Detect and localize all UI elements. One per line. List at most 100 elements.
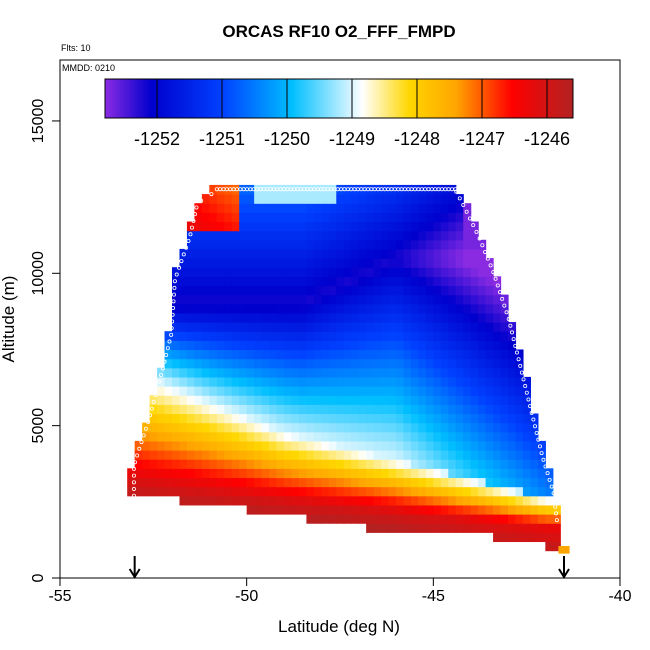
track-marker xyxy=(554,511,559,516)
heatmap-cell xyxy=(186,450,195,460)
heatmap-cell xyxy=(381,468,390,479)
heatmap-cell xyxy=(425,248,434,259)
heatmap-cell xyxy=(470,404,479,415)
heatmap-cell xyxy=(396,477,405,488)
heatmap-cell xyxy=(388,514,397,524)
heatmap-cell xyxy=(358,450,367,460)
heatmap-cell xyxy=(179,349,188,360)
heatmap-cell xyxy=(306,404,315,415)
heatmap-cell xyxy=(276,486,285,497)
heatmap-cell xyxy=(343,486,352,497)
heatmap-cell xyxy=(343,294,352,305)
heatmap-cell xyxy=(410,358,419,369)
track-marker xyxy=(485,256,490,261)
heatmap-cell xyxy=(246,450,255,460)
track-marker xyxy=(167,339,172,344)
heatmap-cell xyxy=(336,404,345,415)
heatmap-cell xyxy=(448,422,457,433)
heatmap-cell xyxy=(515,514,524,524)
heatmap-cell xyxy=(410,514,419,524)
heatmap-cell xyxy=(410,367,419,378)
heatmap-cell xyxy=(485,322,494,332)
heatmap-cell xyxy=(306,468,315,479)
heatmap-cell xyxy=(373,349,382,360)
heatmap-cell xyxy=(298,440,307,451)
track-marker xyxy=(169,332,174,337)
heatmap-cell xyxy=(366,340,375,351)
heatmap-cell xyxy=(336,495,345,506)
heatmap-cell xyxy=(261,413,270,424)
heatmap-cell xyxy=(493,477,502,488)
heatmap-cell xyxy=(201,340,210,351)
heatmap-cell xyxy=(470,422,479,433)
heatmap-cell xyxy=(216,221,225,232)
x-tick-label: -45 xyxy=(422,588,445,605)
heatmap-cell xyxy=(239,276,248,287)
heatmap-cell xyxy=(298,285,307,296)
heatmap-cell xyxy=(343,422,352,433)
track-marker xyxy=(500,296,505,301)
heatmap-cell xyxy=(224,303,233,314)
heatmap-cell xyxy=(388,322,397,332)
heatmap-cell xyxy=(500,322,509,332)
heatmap-cell xyxy=(433,422,442,433)
heatmap-cell xyxy=(313,349,322,360)
heatmap-cell xyxy=(269,459,278,469)
heatmap-cell xyxy=(500,431,509,442)
heatmap-cell xyxy=(463,376,472,387)
heatmap-cell xyxy=(142,431,151,442)
heatmap-cell xyxy=(425,349,434,360)
heatmap-cell xyxy=(478,239,487,250)
heatmap-cell xyxy=(485,450,494,460)
heatmap-cell xyxy=(530,468,539,479)
heatmap-cell xyxy=(179,331,188,341)
heatmap-cell xyxy=(246,349,255,360)
heatmap-cell xyxy=(448,440,457,451)
heatmap-cell xyxy=(276,285,285,296)
track-marker xyxy=(454,189,459,194)
heatmap-cell xyxy=(351,413,360,424)
heatmap-cell xyxy=(500,450,509,460)
heatmap-cell xyxy=(276,504,285,515)
heatmap-cell xyxy=(172,367,181,378)
heatmap-cell xyxy=(470,468,479,479)
heatmap-cell xyxy=(500,349,509,360)
heatmap-cell xyxy=(351,331,360,341)
heatmap-cell xyxy=(186,495,195,506)
heatmap-cell xyxy=(254,349,263,360)
heatmap-cell xyxy=(373,331,382,341)
heatmap-cell xyxy=(448,459,457,469)
heatmap-cell xyxy=(194,349,203,360)
heatmap-cell xyxy=(194,431,203,442)
heatmap-cell xyxy=(201,358,210,369)
track-marker xyxy=(510,330,515,335)
heatmap-cell xyxy=(343,331,352,341)
heatmap-cell xyxy=(463,486,472,497)
heatmap-cell xyxy=(149,486,158,497)
heatmap-cell xyxy=(522,532,531,543)
heatmap-cell xyxy=(418,523,427,533)
heatmap-cell xyxy=(358,294,367,305)
heatmap-cell xyxy=(269,477,278,488)
heatmap-cell xyxy=(336,386,345,396)
heatmap-cell xyxy=(448,267,457,277)
heatmap-cell xyxy=(396,322,405,332)
heatmap-cell xyxy=(328,248,337,259)
track-marker xyxy=(461,203,466,208)
heatmap-cell xyxy=(373,413,382,424)
heatmap-cell xyxy=(298,459,307,469)
track-marker xyxy=(146,419,151,424)
heatmap-cell xyxy=(493,422,502,433)
heatmap-cell xyxy=(515,440,524,451)
track-marker xyxy=(518,363,523,368)
heatmap-cell xyxy=(239,331,248,341)
heatmap-cell xyxy=(321,395,330,405)
heatmap-cell xyxy=(418,248,427,259)
heatmap-cell xyxy=(396,514,405,524)
heatmap-cell xyxy=(216,367,225,378)
heatmap-cell xyxy=(298,358,307,369)
heatmap-cell xyxy=(485,413,494,424)
track-marker xyxy=(524,390,529,395)
heatmap-cell xyxy=(201,230,210,241)
